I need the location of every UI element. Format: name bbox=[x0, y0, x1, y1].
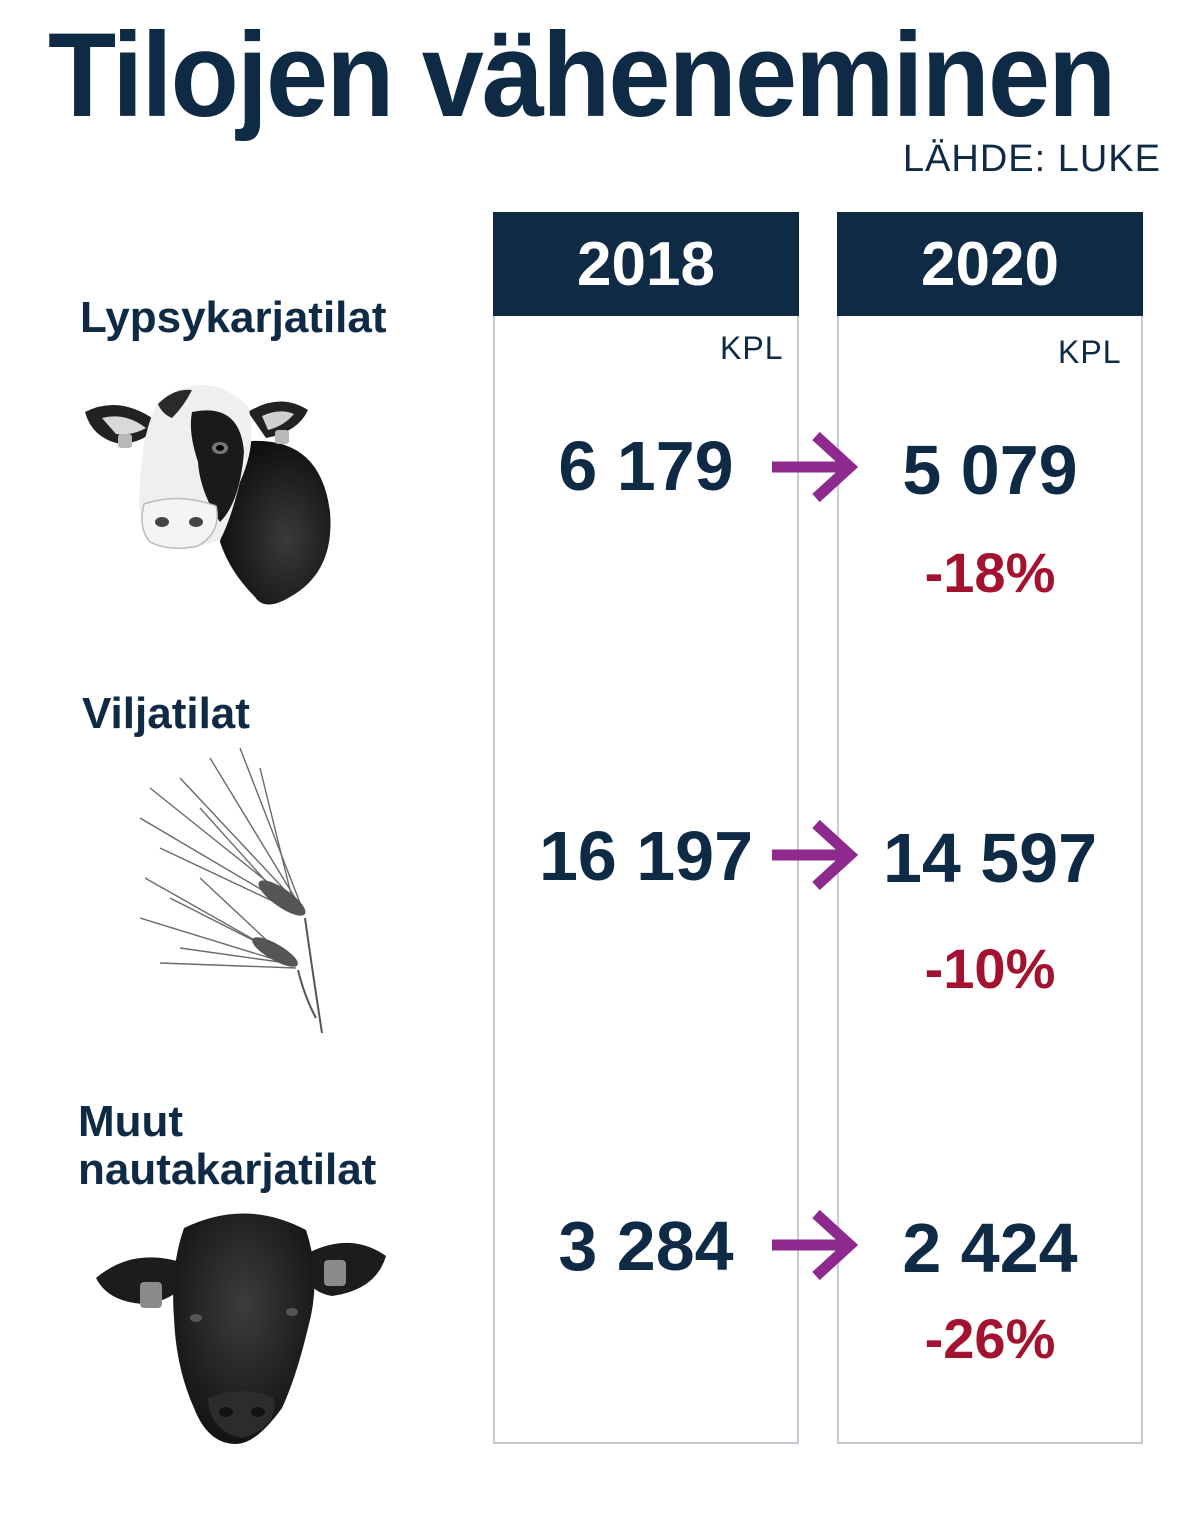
category-label-dairy: Lypsykarjatilat bbox=[80, 293, 387, 342]
value-2018-grain: 16 197 bbox=[538, 817, 754, 895]
grain-ear-icon bbox=[140, 748, 323, 1034]
arrow-right-icon bbox=[772, 431, 859, 503]
change-grain: -10% bbox=[924, 937, 1056, 1000]
chart-title: Tilojen väheneminen bbox=[48, 8, 1116, 142]
unit-label-2020: KPL bbox=[1058, 334, 1122, 370]
value-2020-dairy: 5 079 bbox=[902, 431, 1078, 509]
value-2020-grain: 14 597 bbox=[882, 819, 1098, 897]
value-2018-other-cattle: 3 284 bbox=[558, 1207, 734, 1285]
arrow-right-icon bbox=[772, 819, 859, 891]
dairy-cow-icon bbox=[85, 384, 331, 605]
unit-label-2018: KPL bbox=[720, 330, 784, 366]
column-header-2018: 2018 bbox=[493, 212, 799, 316]
category-label-grain: Viljatilat bbox=[82, 689, 250, 738]
value-2018-dairy: 6 179 bbox=[558, 427, 734, 505]
beef-cattle-icon bbox=[96, 1213, 386, 1444]
change-dairy: -18% bbox=[924, 541, 1056, 604]
arrow-right-icon bbox=[772, 1209, 859, 1281]
source-label: LÄHDE: LUKE bbox=[902, 138, 1161, 180]
category-label-other-cattle: Muut nautakarjatilat bbox=[78, 1097, 377, 1194]
column-header-2020: 2020 bbox=[837, 212, 1143, 316]
value-2020-other-cattle: 2 424 bbox=[902, 1209, 1078, 1287]
change-other-cattle: -26% bbox=[924, 1307, 1056, 1370]
